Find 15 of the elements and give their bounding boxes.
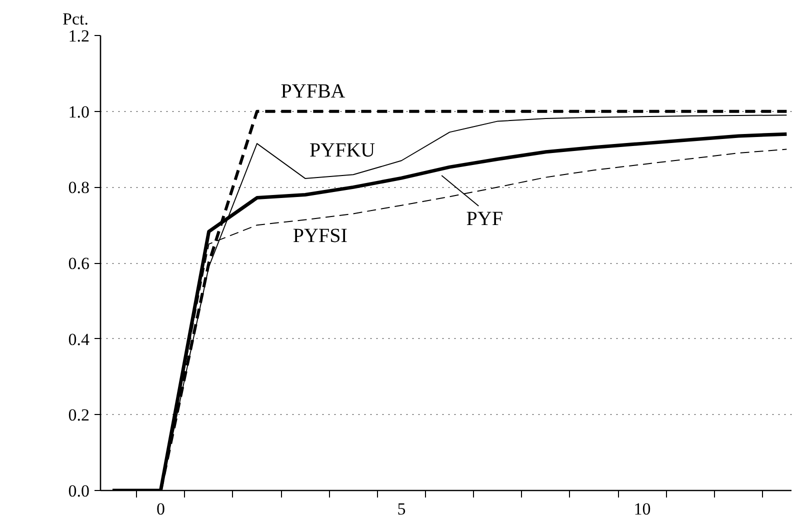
x-tick-label: 10 bbox=[634, 500, 651, 518]
x-tick-label: 5 bbox=[397, 500, 406, 518]
y-tick-label: 1.0 bbox=[68, 102, 90, 122]
y-tick-label: 0.6 bbox=[68, 254, 90, 273]
y-tick-label: 0.4 bbox=[68, 330, 90, 349]
y-tick-label: 0.8 bbox=[68, 178, 90, 198]
y-tick-label: 1.2 bbox=[68, 26, 90, 46]
x-tick-label: 0 bbox=[156, 500, 165, 518]
y-tick-label: 0.0 bbox=[68, 482, 90, 500]
series-label: PYFKU bbox=[310, 140, 376, 162]
series-label: PYFSI bbox=[292, 224, 348, 247]
series-label: PYFBA bbox=[280, 80, 346, 102]
y-axis-title: Pct. bbox=[62, 10, 88, 28]
legend-label: PYF bbox=[466, 208, 503, 230]
y-tick-label: 0.2 bbox=[68, 406, 90, 425]
